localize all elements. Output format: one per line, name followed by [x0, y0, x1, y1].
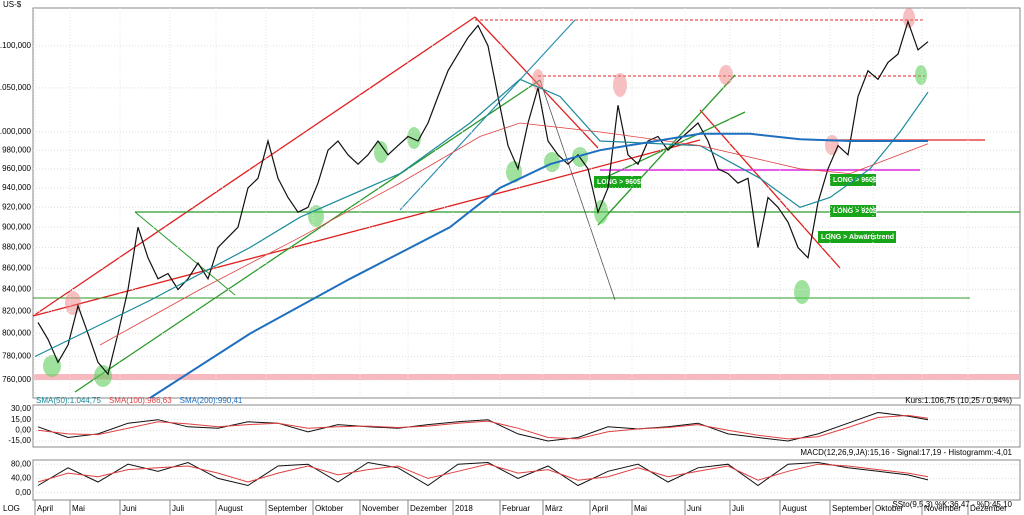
x-tick-label: September	[832, 504, 871, 513]
series-line	[99, 122, 929, 346]
series-line	[37, 461, 929, 487]
legend-entry: SMA(100):986,63	[109, 396, 172, 405]
x-tick-label: September	[268, 504, 307, 513]
x-tick-label: März	[545, 504, 563, 513]
x-tick-label: April	[592, 504, 608, 513]
series-line	[37, 414, 929, 440]
x-tick-label: Mai	[634, 504, 647, 513]
y-tick-label: 1.100,000	[0, 41, 32, 50]
annotation-box	[830, 205, 876, 217]
y-tick-label: 760,000	[2, 375, 31, 384]
x-tick-label: Mai	[72, 504, 85, 513]
y-tick-label: 940,000	[2, 183, 31, 192]
series-line	[149, 132, 928, 399]
y-tick-label: 820,000	[2, 306, 31, 315]
x-tick-label: Juli	[172, 504, 184, 513]
y-tick-label: 80,00	[11, 459, 32, 468]
y-tick-label: 1.050,000	[0, 83, 32, 92]
annotation-box	[594, 176, 641, 188]
stoch-label: SSto(9,5,3) %K:36,47 - %D:45,10	[892, 500, 1012, 509]
series-line	[34, 78, 929, 358]
x-tick-label: August	[218, 504, 244, 513]
y-tick-label: 860,000	[2, 263, 31, 272]
y-tick-label: 780,000	[2, 352, 31, 361]
y-tick-label: -15,00	[8, 436, 31, 445]
x-tick-label: 2018	[455, 504, 473, 513]
x-tick-label: April	[37, 504, 53, 513]
series-line	[37, 411, 929, 442]
x-tick-label: Juni	[687, 504, 702, 513]
x-tick-label: Juni	[122, 504, 137, 513]
x-tick-label: November	[362, 504, 399, 513]
y-tick-label: 920,000	[2, 202, 31, 211]
main-panel	[32, 7, 1021, 399]
y-tick-label: 840,000	[2, 285, 31, 294]
y-tick-label: 40,00	[11, 474, 32, 483]
legend-entry: SMA(50):1.044,75	[36, 396, 101, 405]
y-tick-label: 0,00	[15, 488, 31, 497]
annotation: LONG > Abwärtstrend	[821, 234, 894, 241]
legend-entry: SMA(200):990,41	[180, 396, 243, 405]
price-label: Kurs:1.106,75 (10,25 / 0,94%)	[905, 396, 1012, 405]
y-tick-label: 30,00	[11, 404, 32, 413]
x-tick-label: Oktober	[875, 504, 904, 513]
x-tick-label: August	[782, 504, 808, 513]
x-tick-label: Oktober	[315, 504, 344, 513]
series-line	[37, 463, 929, 483]
y-axis-unit: US-$	[3, 0, 22, 9]
annotation: LONG > 920$	[833, 208, 877, 215]
y-tick-label: 900,000	[2, 222, 31, 231]
x-tick-label: Februar	[502, 504, 530, 513]
annotation-box	[818, 231, 896, 243]
x-tick-label: Dezember	[970, 504, 1007, 513]
macd-panel	[32, 404, 1021, 448]
y-tick-label: 15,00	[11, 415, 32, 424]
annotation-box	[830, 174, 876, 186]
y-tick-label: 1.000,000	[0, 127, 32, 136]
y-tick-label: 0,00	[15, 425, 31, 434]
x-tick-label: November	[924, 504, 961, 513]
annotation: LONG > 960$	[597, 179, 641, 186]
support-band	[33, 374, 1020, 380]
y-tick-label: 800,000	[2, 329, 31, 338]
x-tick-label: Juli	[732, 504, 744, 513]
x-tick-label: Dezember	[410, 504, 447, 513]
scale-label: LOG	[3, 504, 20, 513]
y-tick-label: 960,000	[2, 164, 31, 173]
macd-label: MACD(12,26,9,JA):15,16 - Signal:17,19 - …	[800, 448, 1012, 457]
y-tick-label: 880,000	[2, 243, 31, 252]
y-tick-label: 980,000	[2, 145, 31, 154]
